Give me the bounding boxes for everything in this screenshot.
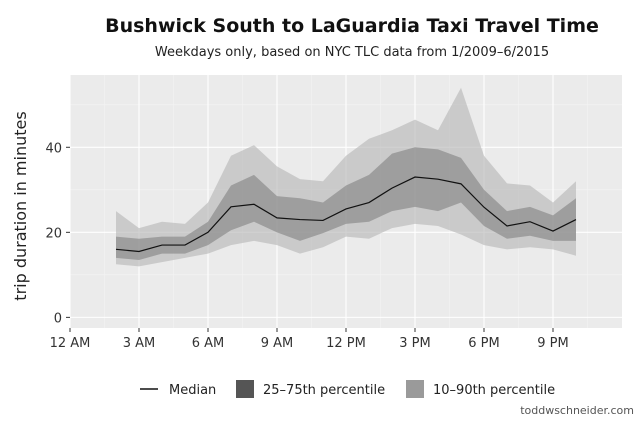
x-tick-label: 6 PM <box>468 336 499 351</box>
y-tick-label: 40 <box>45 141 62 156</box>
x-tick-label: 9 AM <box>261 336 294 351</box>
axes: 12 AM 3 AM 6 AM 9 AM 12 PM 3 PM 6 PM 9 PM 0 20 40 <box>45 141 568 351</box>
x-tick-label: 12 AM <box>50 336 91 351</box>
y-axis-title: trip duration in minutes <box>11 111 30 300</box>
x-tick-label: 3 AM <box>123 336 156 351</box>
median-line <box>115 176 577 253</box>
chart-subtitle: Weekdays only, based on NYC TLC data fro… <box>155 45 549 60</box>
y-tick-label: 0 <box>54 311 62 326</box>
x-tick-label: 6 AM <box>192 336 225 351</box>
legend-iqr-label: 25–75th percentile <box>263 383 385 398</box>
legend: Median 25–75th percentile 10–90th percen… <box>140 380 555 398</box>
legend-median-label: Median <box>169 383 216 398</box>
legend-p10-90-swatch <box>406 380 424 398</box>
band-25-75th-percentile <box>116 147 576 260</box>
x-tick-label: 9 PM <box>537 336 568 351</box>
chart-title: Bushwick South to LaGuardia Taxi Travel … <box>105 15 599 37</box>
x-tick-label: 12 PM <box>326 336 366 351</box>
y-tick-label: 20 <box>45 226 62 241</box>
bands <box>116 87 576 267</box>
legend-p10-90-label: 10–90th percentile <box>433 383 555 398</box>
median-layer <box>115 176 577 253</box>
legend-iqr-swatch <box>236 380 254 398</box>
credit-text: toddwschneider.com <box>520 404 634 417</box>
x-tick-label: 3 PM <box>399 336 430 351</box>
